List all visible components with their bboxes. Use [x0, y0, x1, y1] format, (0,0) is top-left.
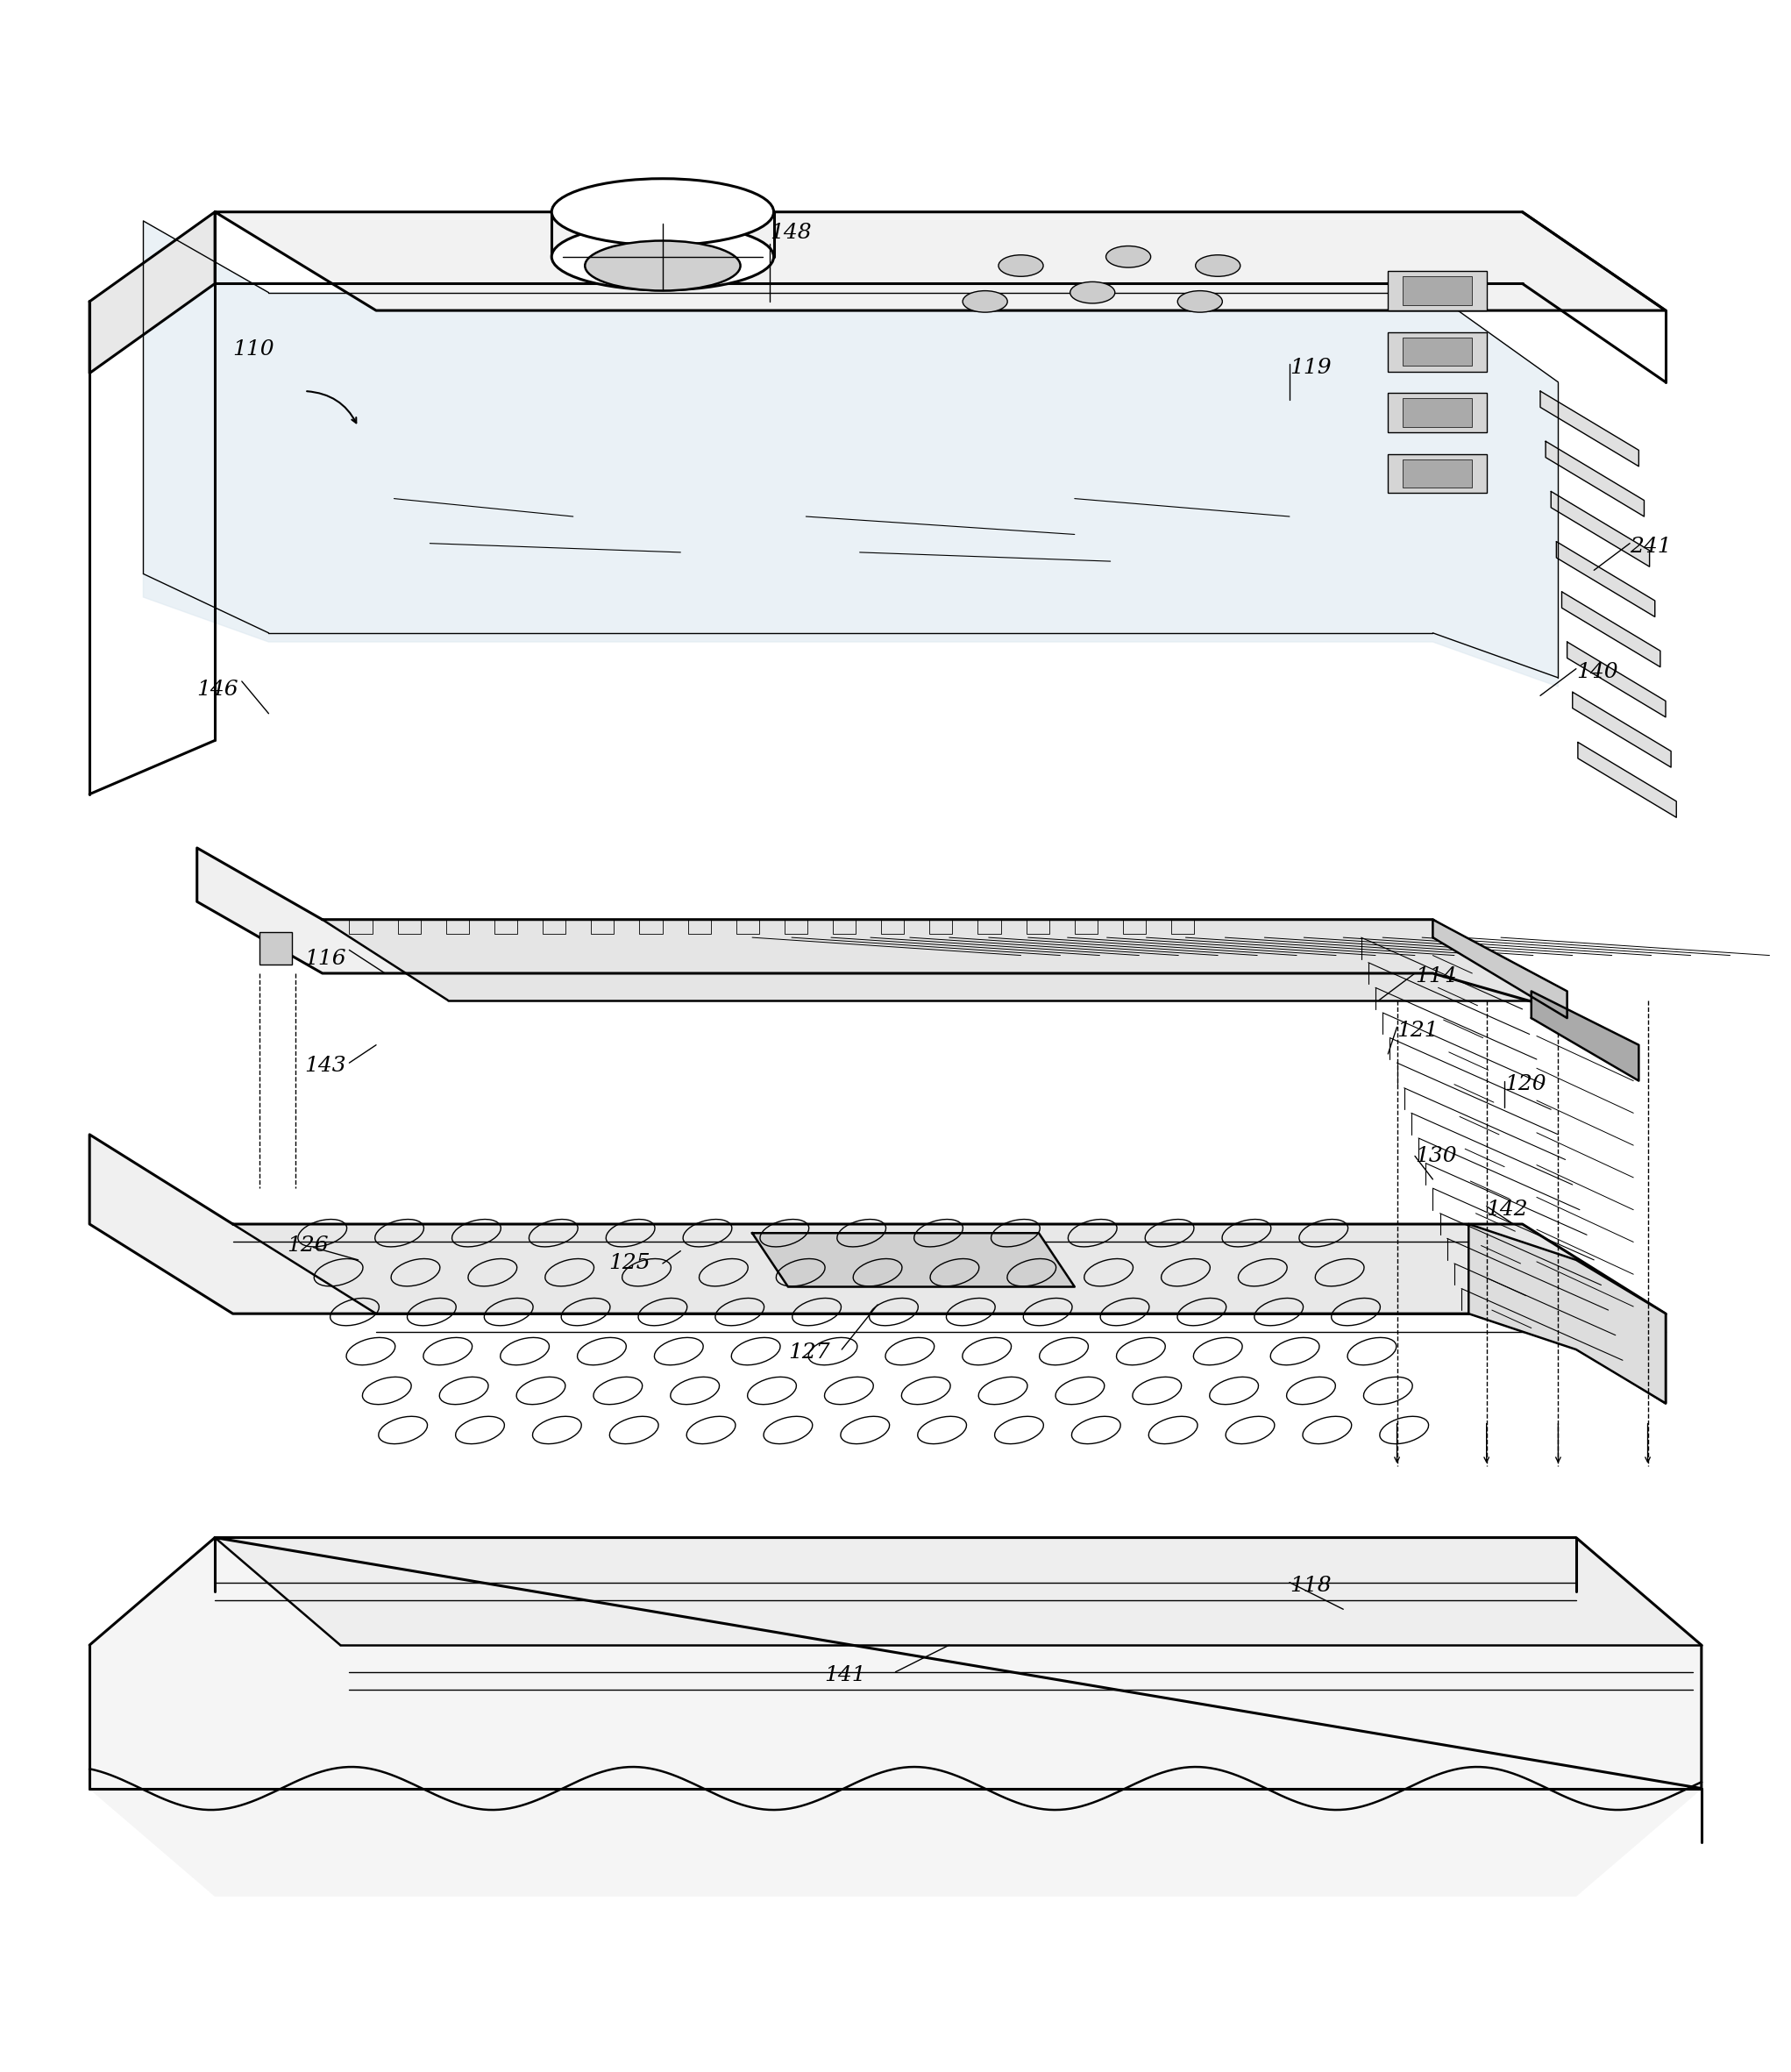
FancyBboxPatch shape	[1388, 332, 1487, 371]
FancyBboxPatch shape	[1388, 394, 1487, 433]
Text: 142: 142	[1487, 1200, 1528, 1220]
Text: 130: 130	[1415, 1146, 1456, 1167]
Polygon shape	[143, 222, 1558, 686]
Polygon shape	[1567, 642, 1666, 717]
FancyBboxPatch shape	[260, 932, 292, 963]
Text: 114: 114	[1415, 966, 1456, 986]
Text: 127: 127	[788, 1343, 829, 1363]
Text: 143: 143	[304, 1057, 346, 1075]
Text: 146: 146	[197, 680, 238, 700]
Polygon shape	[1433, 920, 1567, 1017]
Text: 118: 118	[1290, 1575, 1331, 1595]
Polygon shape	[322, 920, 1558, 1001]
Ellipse shape	[552, 178, 774, 244]
Polygon shape	[90, 1537, 1701, 1896]
Ellipse shape	[552, 224, 774, 290]
FancyBboxPatch shape	[1388, 271, 1487, 311]
Polygon shape	[1578, 742, 1676, 818]
Polygon shape	[1469, 1225, 1666, 1403]
Polygon shape	[1556, 541, 1655, 617]
Polygon shape	[1551, 491, 1650, 566]
Polygon shape	[1562, 593, 1660, 667]
FancyBboxPatch shape	[1402, 398, 1472, 427]
Ellipse shape	[1071, 282, 1114, 303]
Text: 121: 121	[1397, 1019, 1438, 1040]
Text: 116: 116	[304, 949, 346, 970]
FancyBboxPatch shape	[1388, 454, 1487, 493]
Polygon shape	[1546, 441, 1644, 516]
Text: 119: 119	[1290, 356, 1331, 377]
Polygon shape	[90, 211, 215, 373]
FancyBboxPatch shape	[1402, 338, 1472, 367]
Text: 110: 110	[233, 340, 274, 361]
FancyBboxPatch shape	[1402, 460, 1472, 487]
FancyBboxPatch shape	[1402, 276, 1472, 305]
Polygon shape	[1572, 692, 1671, 767]
Text: 120: 120	[1504, 1073, 1546, 1094]
Text: 148: 148	[770, 224, 811, 242]
Polygon shape	[752, 1233, 1075, 1287]
Ellipse shape	[1105, 247, 1150, 267]
Text: 141: 141	[824, 1666, 865, 1685]
Text: 125: 125	[609, 1254, 650, 1274]
Ellipse shape	[999, 255, 1042, 276]
Polygon shape	[197, 847, 1558, 1009]
Ellipse shape	[964, 290, 1007, 313]
Ellipse shape	[586, 240, 740, 290]
Ellipse shape	[1196, 255, 1239, 276]
Polygon shape	[1531, 990, 1639, 1082]
Polygon shape	[215, 211, 1666, 311]
Text: 126: 126	[287, 1235, 328, 1256]
Polygon shape	[215, 1537, 1701, 1645]
Polygon shape	[1540, 392, 1639, 466]
Text: 241: 241	[1630, 537, 1671, 557]
Polygon shape	[233, 1225, 1666, 1314]
Text: 140: 140	[1576, 661, 1617, 682]
Polygon shape	[90, 1135, 1666, 1403]
Ellipse shape	[1178, 290, 1221, 313]
